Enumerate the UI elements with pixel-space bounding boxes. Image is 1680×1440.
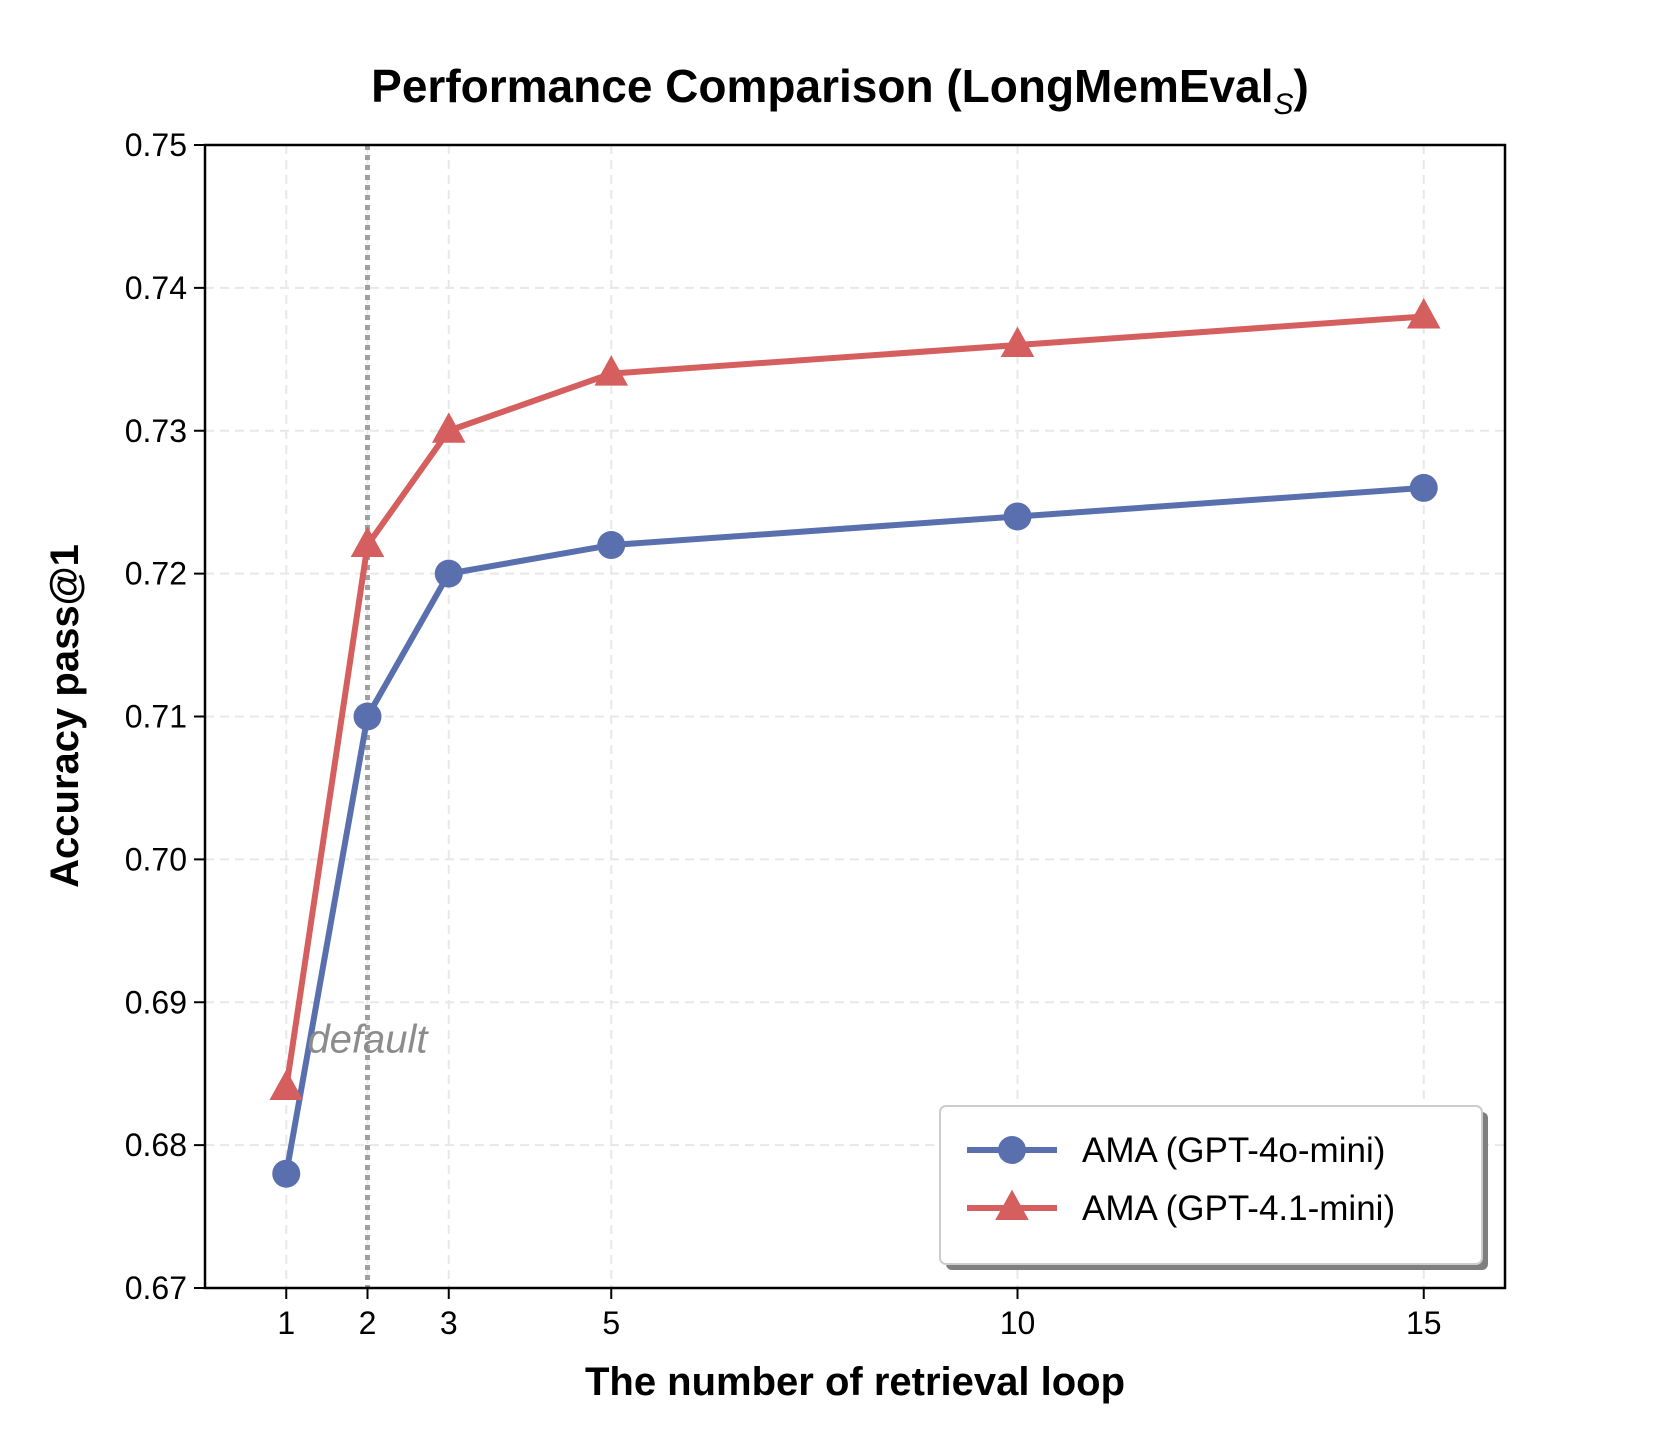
- y-tick-label: 0.73: [125, 413, 187, 449]
- y-tick-label: 0.71: [125, 699, 187, 735]
- default-annotation: default: [307, 1017, 429, 1061]
- chart-title-subscript: S: [1273, 88, 1293, 121]
- series-line: [283, 484, 1424, 1175]
- series-1: [269, 298, 1441, 1100]
- x-tick-label: 2: [359, 1305, 377, 1341]
- y-axis-label: Accuracy pass@1: [43, 544, 87, 888]
- x-axis-label: The number of retrieval loop: [585, 1360, 1125, 1404]
- x-tick-label: 10: [1000, 1305, 1036, 1341]
- y-tick-label: 0.70: [125, 841, 187, 877]
- data-point: [431, 412, 466, 443]
- data-point: [1406, 298, 1441, 329]
- legend: AMA (GPT-4o-mini) AMA (GPT-4.1-mini): [939, 1105, 1488, 1270]
- data-point: [1000, 326, 1035, 358]
- data-point: [350, 526, 385, 558]
- ticks: 0.67 0.68 0.69 0.70 0.71 0.72 0.73 0.74 0.75 1 2 3 5…: [125, 127, 1442, 1341]
- x-tick-label: 5: [602, 1305, 620, 1341]
- data-point: [269, 1069, 304, 1100]
- y-tick-label: 0.68: [125, 1127, 187, 1163]
- series-0: [272, 473, 1438, 1188]
- y-tick-label: 0.69: [125, 984, 187, 1020]
- legend-label: AMA (GPT-4o-mini): [1082, 1131, 1385, 1170]
- y-tick-label: 0.72: [125, 556, 187, 592]
- data-point: [353, 702, 382, 731]
- chart-title-main: Performance Comparison (LongMemEval: [371, 60, 1273, 112]
- data-point: [272, 1159, 301, 1188]
- series-line: [283, 313, 1424, 1089]
- x-tick-label: 3: [440, 1305, 458, 1341]
- series-layer: [269, 298, 1441, 1188]
- legend-label: AMA (GPT-4.1-mini): [1082, 1189, 1395, 1228]
- data-point: [1409, 473, 1438, 502]
- legend-box: [939, 1105, 1483, 1265]
- y-tick-label: 0.75: [125, 127, 187, 163]
- y-tick-label: 0.67: [125, 1270, 187, 1306]
- chart-title: Performance Comparison (LongMemEvalS): [371, 60, 1309, 121]
- legend-marker: [998, 1136, 1026, 1164]
- data-point: [1003, 502, 1032, 531]
- x-tick-label: 1: [277, 1305, 295, 1341]
- data-point: [594, 355, 629, 386]
- data-point: [434, 559, 463, 588]
- legend-marker: [995, 1189, 1029, 1220]
- y-tick-label: 0.74: [125, 270, 187, 306]
- chart-title-close: ): [1294, 60, 1309, 112]
- data-point: [597, 531, 626, 560]
- x-tick-label: 15: [1406, 1305, 1442, 1341]
